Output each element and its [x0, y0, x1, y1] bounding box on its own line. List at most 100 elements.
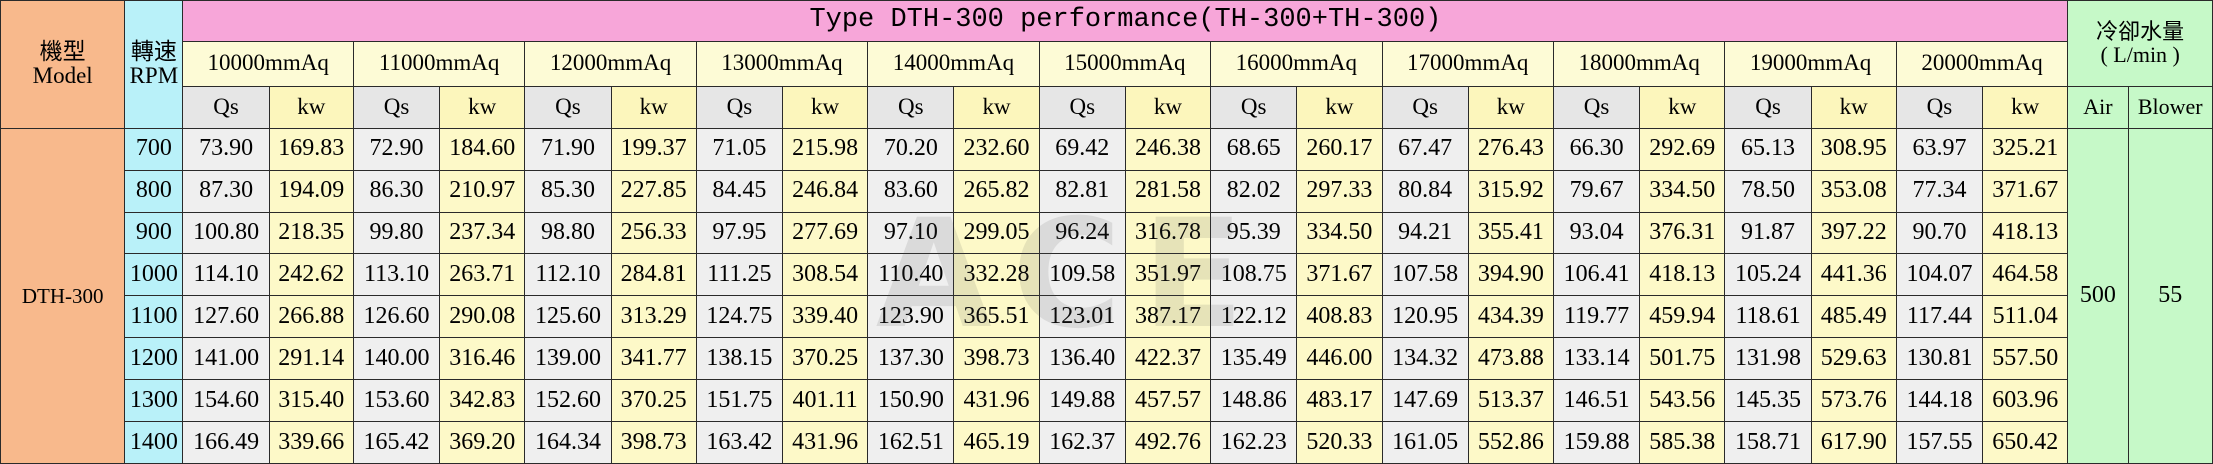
kw-cell: 341.77	[610, 337, 697, 381]
kw-cell: 398.73	[953, 337, 1040, 381]
qs-cell: 95.39	[1210, 211, 1298, 255]
qs-cell: 71.05	[695, 127, 784, 171]
qs-cell: 133.14	[1552, 337, 1641, 381]
blower-header: Blower	[2127, 85, 2213, 129]
qs-cell: 68.65	[1210, 127, 1298, 171]
rpm-cell: 1200	[124, 337, 184, 381]
pressure-header: 14000mmAq	[867, 40, 1040, 87]
kw-cell: 315.92	[1467, 169, 1554, 213]
kw-header: kw	[953, 85, 1040, 129]
qs-cell: 72.90	[352, 127, 441, 171]
kw-cell: 316.46	[439, 337, 526, 381]
qs-cell: 127.60	[182, 295, 270, 339]
header-row-units: Qs kw Qs kw Qs kw Qs kw Qs kw Qs kw Qs kw Qs kw Qs kw Qs kw…	[1, 85, 2213, 129]
qs-cell: 138.15	[695, 337, 784, 381]
kw-cell: 199.37	[610, 127, 697, 171]
qs-cell: 153.60	[352, 379, 441, 422]
kw-cell: 292.69	[1639, 127, 1726, 171]
qs-header: Qs	[1895, 85, 1984, 129]
kw-cell: 210.97	[439, 169, 526, 213]
qs-cell: 87.30	[182, 169, 270, 213]
kw-cell: 276.43	[1467, 127, 1554, 171]
kw-cell: 365.51	[953, 295, 1040, 339]
rpm-cell: 900	[124, 211, 184, 255]
kw-cell: 334.50	[1296, 211, 1383, 255]
kw-cell: 313.29	[610, 295, 697, 339]
kw-cell: 371.67	[1982, 169, 2069, 213]
kw-cell: 370.25	[781, 337, 869, 381]
kw-header: kw	[781, 85, 869, 129]
qs-cell: 141.00	[182, 337, 270, 381]
qs-cell: 85.30	[524, 169, 612, 213]
qs-cell: 124.75	[695, 295, 784, 339]
qs-header: Qs	[182, 85, 270, 129]
rpm-header-cn: 轉速	[130, 38, 177, 64]
qs-cell: 96.24	[1038, 211, 1126, 255]
kw-header: kw	[610, 85, 697, 129]
qs-cell: 158.71	[1724, 420, 1812, 464]
qs-header: Qs	[1038, 85, 1126, 129]
air-value: 500	[2067, 127, 2129, 464]
kw-header: kw	[1810, 85, 1897, 129]
qs-cell: 80.84	[1381, 169, 1469, 213]
qs-cell: 135.49	[1210, 337, 1298, 381]
qs-cell: 134.32	[1381, 337, 1469, 381]
qs-cell: 99.80	[352, 211, 441, 255]
rpm-header-en: RPM	[129, 63, 179, 89]
kw-cell: 263.71	[439, 253, 526, 297]
table-row: 1300 154.60 315.40 153.60 342.83 152.60 370.25…	[1, 379, 2213, 422]
kw-cell: 246.84	[781, 169, 869, 213]
kw-cell: 552.86	[1467, 420, 1554, 464]
qs-cell: 97.95	[695, 211, 784, 255]
qs-cell: 108.75	[1210, 253, 1298, 297]
kw-cell: 370.25	[610, 379, 697, 422]
qs-cell: 140.00	[352, 337, 441, 381]
qs-cell: 78.50	[1724, 169, 1812, 213]
qs-cell: 111.25	[695, 253, 784, 297]
pressure-header: 15000mmAq	[1038, 40, 1212, 87]
cooling-water-header: 冷卻水量 ( L/min )	[2067, 0, 2213, 87]
kw-cell: 266.88	[268, 295, 354, 339]
kw-cell: 242.62	[268, 253, 354, 297]
kw-cell: 617.90	[1810, 420, 1897, 464]
qs-cell: 114.10	[182, 253, 270, 297]
kw-cell: 473.88	[1467, 337, 1554, 381]
qs-cell: 154.60	[182, 379, 270, 422]
qs-cell: 77.34	[1895, 169, 1984, 213]
qs-cell: 109.58	[1038, 253, 1126, 297]
kw-cell: 315.40	[268, 379, 354, 422]
qs-cell: 86.30	[352, 169, 441, 213]
kw-cell: 434.39	[1467, 295, 1554, 339]
kw-cell: 431.96	[953, 379, 1040, 422]
kw-cell: 457.57	[1124, 379, 1212, 422]
qs-cell: 82.02	[1210, 169, 1298, 213]
kw-cell: 339.40	[781, 295, 869, 339]
qs-cell: 122.12	[1210, 295, 1298, 339]
kw-cell: 256.33	[610, 211, 697, 255]
qs-header: Qs	[867, 85, 955, 129]
kw-cell: 291.14	[268, 337, 354, 381]
qs-cell: 139.00	[524, 337, 612, 381]
kw-cell: 501.75	[1639, 337, 1726, 381]
qs-cell: 164.34	[524, 420, 612, 464]
kw-cell: 353.08	[1810, 169, 1897, 213]
kw-cell: 422.37	[1124, 337, 1212, 381]
kw-cell: 603.96	[1982, 379, 2069, 422]
qs-cell: 91.87	[1724, 211, 1812, 255]
qs-cell: 100.80	[182, 211, 270, 255]
qs-cell: 79.67	[1552, 169, 1641, 213]
kw-cell: 513.37	[1467, 379, 1554, 422]
kw-cell: 325.21	[1982, 127, 2069, 171]
kw-cell: 418.13	[1639, 253, 1726, 297]
table-title: Type DTH-300 performance(TH-300+TH-300)	[182, 0, 2069, 42]
qs-cell: 104.07	[1895, 253, 1984, 297]
qs-cell: 161.05	[1381, 420, 1469, 464]
qs-header: Qs	[1724, 85, 1812, 129]
table-row: 900 100.80 218.35 99.80 237.34 98.80 256.33 97.…	[1, 211, 2213, 255]
kw-header: kw	[1982, 85, 2069, 129]
kw-cell: 342.83	[439, 379, 526, 422]
qs-cell: 147.69	[1381, 379, 1469, 422]
cooling-water-unit: ( L/min )	[2100, 42, 2180, 68]
qs-cell: 162.51	[867, 420, 955, 464]
kw-cell: 464.58	[1982, 253, 2069, 297]
